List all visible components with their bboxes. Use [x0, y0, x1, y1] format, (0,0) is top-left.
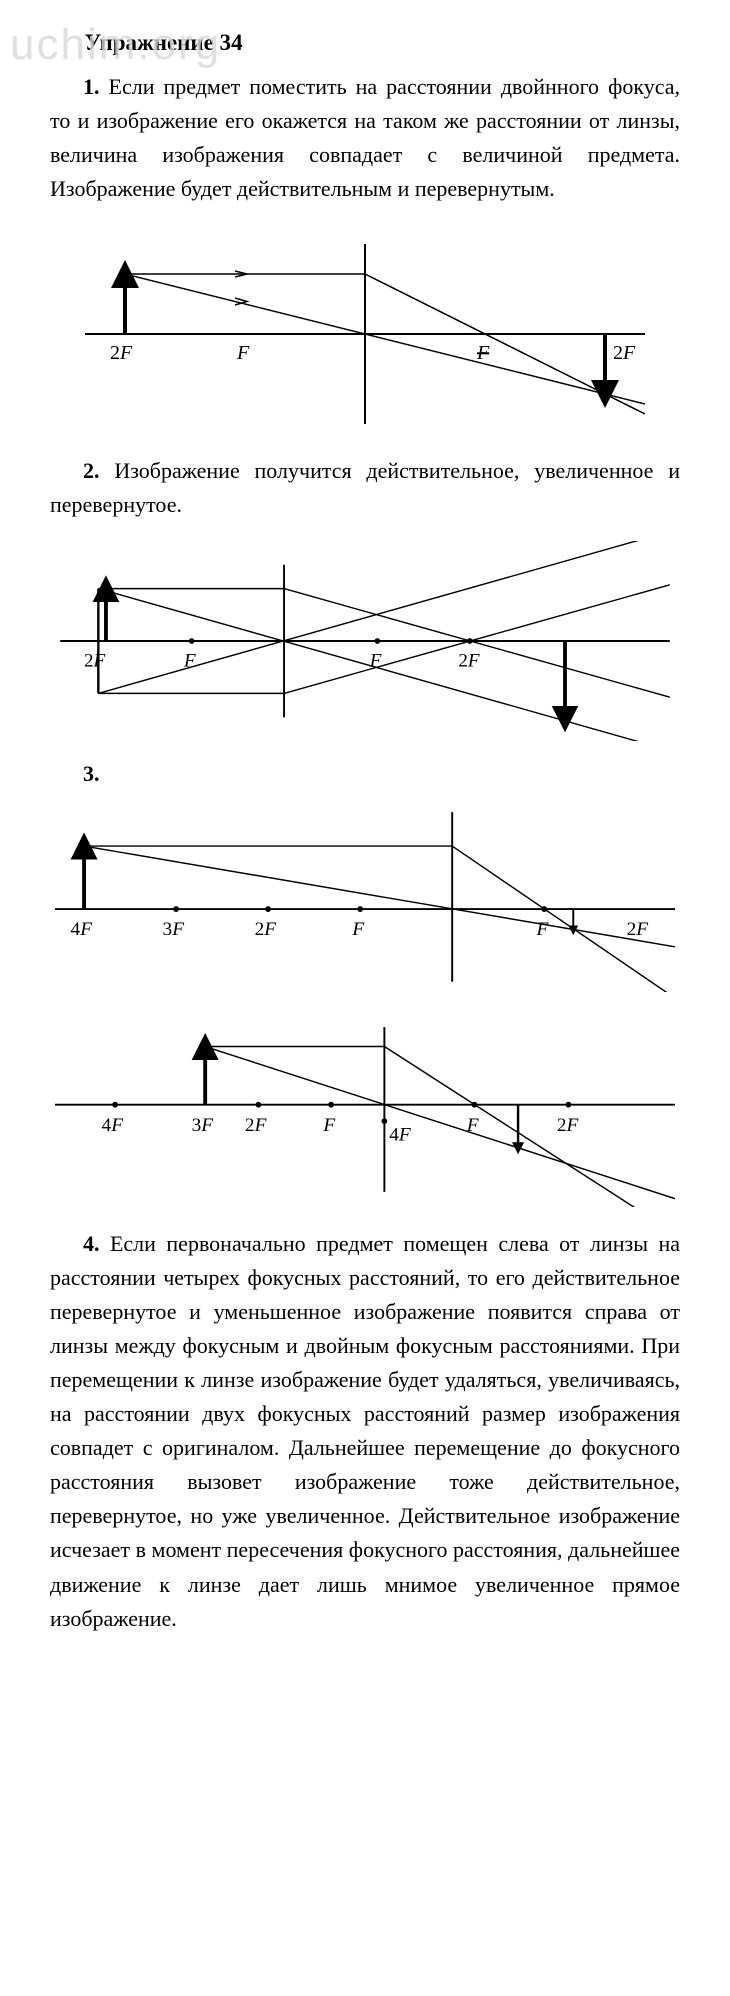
paragraph-2-number: 2.: [50, 458, 100, 483]
diag1-label-F-left: F: [236, 342, 250, 364]
diag3-label-F-right: F: [535, 919, 548, 940]
diag1-label-F-right: F: [476, 342, 490, 364]
paragraph-2-text: Изображение получится действительное, ув…: [50, 458, 680, 517]
page-root: uchim.org Упражнение 34 1. Если предмет …: [0, 0, 730, 1694]
diag4-label-F-right: F: [466, 1114, 479, 1135]
diag4-label-2F-right: 2F: [557, 1114, 579, 1135]
paragraph-4-text: Если первоначально предмет помещен слева…: [50, 1231, 680, 1631]
diag3-label-F-left: F: [351, 919, 364, 940]
diag2-label-2F-left: 2F: [84, 650, 106, 671]
diagram-3-lens-4f: 4F 3F 2F F F 2F: [55, 797, 675, 992]
diag3-label-4F: 4F: [71, 919, 93, 940]
diag2-label-F-right: F: [369, 650, 382, 671]
diag3-label-2F-right: 2F: [627, 919, 649, 940]
diag2-label-F-left: F: [183, 650, 196, 671]
diag2-label-2F-right: 2F: [458, 650, 480, 671]
paragraph-4-number: 4.: [50, 1231, 100, 1256]
diag1-label-2F-right: 2F: [613, 342, 636, 364]
paragraph-1: 1. Если предмет поместить на расстоянии …: [50, 70, 680, 206]
diag4-label-F-left: F: [322, 1114, 335, 1135]
paragraph-3-number: 3.: [50, 761, 680, 787]
paragraph-2: 2. Изображение получится действительное,…: [50, 454, 680, 522]
diagram-2-lens-between-f-2f: 2F F F 2F: [55, 541, 675, 741]
diag4-label-center-4F: 4F: [389, 1124, 411, 1145]
exercise-title: Упражнение 34: [50, 30, 680, 56]
diag3-label-3F: 3F: [163, 919, 185, 940]
diag4-label-4F: 4F: [102, 1114, 124, 1135]
diagram-4-lens-3f: 4F 3F 2F F F 2F 4F: [55, 1012, 675, 1207]
paragraph-1-text: Если предмет поместить на расстоянии дво…: [50, 74, 680, 201]
diag4-label-2F-left: 2F: [245, 1114, 267, 1135]
diag4-label-3F: 3F: [192, 1114, 214, 1135]
paragraph-4: 4. Если первоначально предмет помещен сл…: [50, 1227, 680, 1636]
diag3-label-2F-left: 2F: [255, 919, 277, 940]
paragraph-1-number: 1.: [50, 74, 100, 99]
diagram-1-lens-2f: 2F F F 2F: [85, 224, 645, 434]
diag1-label-2F-left: 2F: [110, 342, 133, 364]
